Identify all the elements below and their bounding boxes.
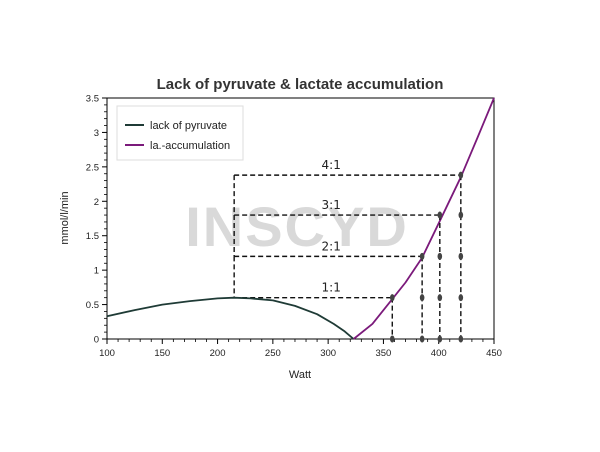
- ratio-label: 1:1: [322, 281, 341, 295]
- vertical-markers: [389, 171, 464, 343]
- x-tick-label: 200: [210, 348, 226, 359]
- marker-point: [458, 335, 464, 343]
- marker-point: [419, 294, 425, 302]
- marker-point: [437, 252, 443, 260]
- ratio-label: 4:1: [322, 158, 341, 172]
- x-tick-label: 400: [431, 348, 447, 359]
- x-tick-label: 100: [99, 348, 115, 359]
- legend-box: [116, 105, 244, 161]
- x-tick-label: 150: [154, 348, 170, 359]
- y-tick-label: 0.5: [86, 300, 99, 311]
- ratio-label: 2:1: [322, 239, 341, 253]
- series-line-0: [106, 296, 355, 340]
- y-tick-label: 2.5: [86, 162, 99, 173]
- axes: 100 150 200 250 300 350 400 450 0 0.5 1 1.5 2 2.5 3 3.5: [86, 94, 502, 360]
- watermark: INSCYD: [185, 195, 409, 258]
- marker-point: [437, 211, 443, 219]
- y-tick-label: 0: [94, 335, 99, 346]
- marker-point: [419, 252, 425, 260]
- ratio-annotations: 1:1 2:1 3:1 4:1: [233, 158, 461, 299]
- x-tick-label: 450: [486, 348, 502, 359]
- x-axis-label: Watt: [289, 369, 311, 381]
- legend-label-lack-of-pyruvate: lack of pyruvate: [150, 120, 227, 132]
- plot-frame: [106, 97, 495, 340]
- marker-point: [389, 335, 395, 343]
- chart-title: Lack of pyruvate & lactate accumulation: [157, 76, 444, 93]
- legend: lack of pyruvate la.-accumulation: [116, 105, 244, 161]
- marker-point: [458, 294, 464, 302]
- x-tick-label: 350: [375, 348, 391, 359]
- marker-point: [419, 335, 425, 343]
- y-tick-label: 1.5: [86, 231, 99, 242]
- marker-point: [458, 171, 464, 179]
- y-tick-label: 3: [94, 128, 99, 139]
- plot-area: [106, 97, 495, 340]
- legend-label-la-accumulation: la.-accumulation: [150, 140, 230, 152]
- marker-point: [458, 211, 464, 219]
- ratio-label: 3:1: [322, 198, 341, 212]
- marker-point: [437, 294, 443, 302]
- x-tick-label: 300: [320, 348, 336, 359]
- y-tick-label: 1: [94, 266, 99, 277]
- marker-point: [389, 294, 395, 302]
- x-tick-label: 250: [265, 348, 281, 359]
- marker-point: [458, 252, 464, 260]
- y-tick-label: 2: [94, 197, 99, 208]
- marker-point: [437, 335, 443, 343]
- y-tick-label: 3.5: [86, 94, 99, 105]
- y-axis-label: mmol/l/min: [59, 191, 71, 244]
